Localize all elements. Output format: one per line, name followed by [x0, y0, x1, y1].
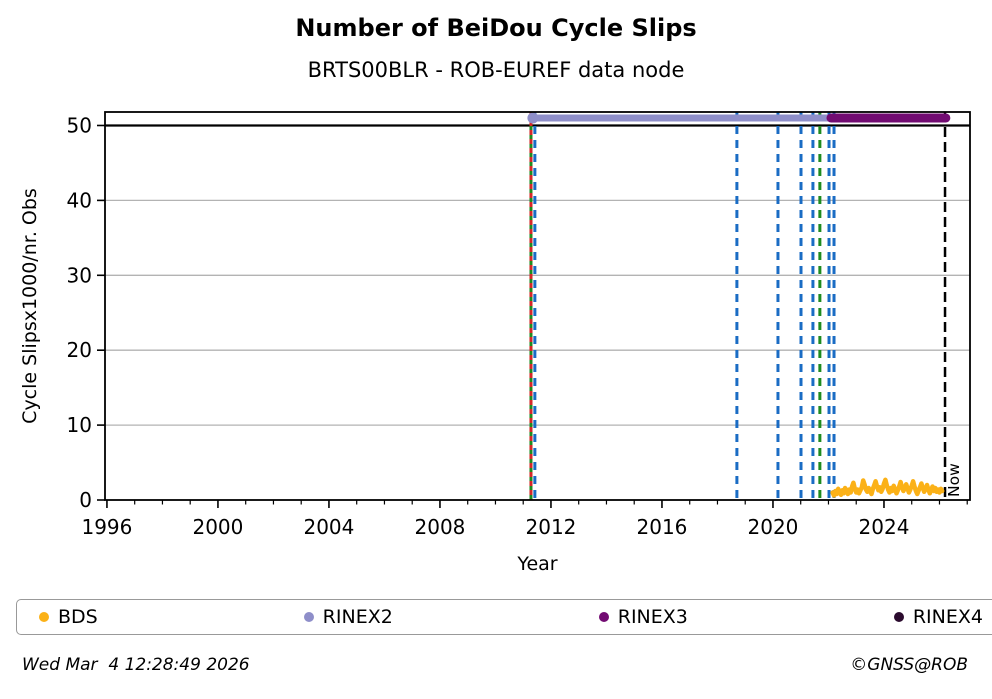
chart-subtitle: BRTS00BLR - ROB-EUREF data node [307, 58, 685, 82]
y-tick-label: 40 [67, 188, 92, 212]
legend-label: RINEX2 [322, 606, 393, 628]
chart-canvas: 1996 2000 2004 2008 2012 2016 2020 2024 0 10 20 30 4… [67, 111, 971, 539]
y-tick-label: 50 [67, 113, 92, 137]
legend-box: BDS RINEX2 RINEX3 RINEX4 [16, 599, 992, 635]
now-label: Now [945, 463, 963, 497]
legend-marker-icon [893, 612, 904, 622]
copyright-label: ©GNSS@ROB [850, 655, 968, 675]
legend-item-bds: BDS [39, 606, 98, 628]
x-tick-label: 2004 [303, 515, 354, 539]
x-tick-label: 2024 [859, 515, 910, 539]
legend-label: BDS [58, 606, 98, 628]
legend-label: RINEX4 [912, 606, 983, 628]
x-tick-label: 2000 [192, 515, 243, 539]
axes-frame [104, 111, 971, 501]
legend-item-rinex2: RINEX2 [303, 606, 393, 628]
y-tick-label: 20 [67, 338, 92, 362]
y-tick-label: 30 [67, 263, 92, 287]
y-tick-label: 10 [67, 413, 92, 437]
y-axis-label: Cycle Slipsx1000/nr. Obs [19, 188, 41, 424]
x-tick-label: 2012 [526, 515, 577, 539]
x-tick-label: 1996 [81, 515, 132, 539]
y-tick-label: 0 [79, 488, 92, 512]
chart-title: Number of BeiDou Cycle Slips [295, 14, 697, 42]
series-BDS-line [830, 477, 945, 498]
legend-marker-icon [39, 612, 49, 622]
legend-marker-icon [598, 612, 609, 622]
x-axis-label: Year [517, 553, 558, 575]
x-tick-label: 2020 [748, 515, 799, 539]
plot-timestamp: Wed Mar 4 12:28:49 2026 [22, 655, 250, 675]
legend-label: RINEX3 [617, 606, 688, 628]
x-tick-label: 2016 [637, 515, 688, 539]
x-tick-label: 2008 [415, 515, 466, 539]
legend-item-rinex4: RINEX4 [893, 606, 983, 628]
legend-item-rinex3: RINEX3 [598, 606, 688, 628]
legend-marker-icon [303, 612, 314, 622]
